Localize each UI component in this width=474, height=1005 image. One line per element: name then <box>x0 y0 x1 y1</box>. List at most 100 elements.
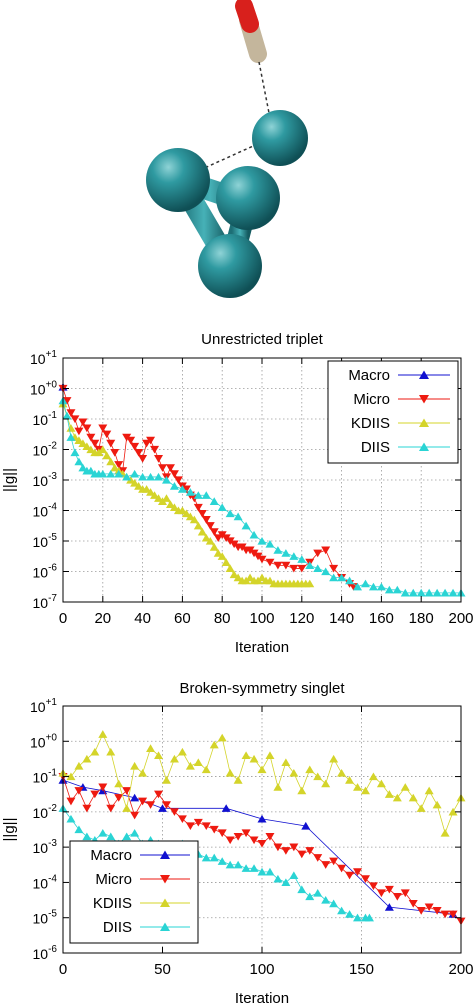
data-point <box>345 576 355 585</box>
data-point <box>161 494 171 502</box>
data-point <box>193 758 203 767</box>
data-point <box>90 439 100 448</box>
y-tick-label: 10-1 <box>33 768 58 786</box>
molecule-illustration <box>146 0 308 298</box>
data-point <box>177 815 187 823</box>
data-point <box>138 797 148 806</box>
data-point <box>70 415 80 424</box>
data-point <box>217 503 227 512</box>
x-tick-label: 50 <box>154 961 171 978</box>
y-tick-exponent: -6 <box>48 563 57 574</box>
data-point <box>289 871 299 879</box>
data-point <box>233 776 243 784</box>
data-point <box>424 588 434 597</box>
y-tick-exponent: -7 <box>48 593 57 604</box>
data-point <box>130 793 140 802</box>
y-tick-label: 10-5 <box>33 532 58 550</box>
data-point <box>66 797 76 806</box>
data-point <box>297 786 307 795</box>
data-point <box>193 491 203 499</box>
data-point <box>213 534 223 542</box>
y-tick-label: 10-4 <box>33 502 58 520</box>
data-point <box>86 433 96 442</box>
y-tick-exponent: -4 <box>48 502 57 513</box>
y-tick-base: 10 <box>33 770 49 786</box>
y-tick-base: 10 <box>30 351 46 367</box>
y-tick-label: 10-7 <box>33 593 58 611</box>
legend-label: Macro <box>348 367 390 384</box>
data-point <box>185 488 195 496</box>
data-point <box>392 585 402 594</box>
data-point <box>345 910 355 918</box>
data-point <box>281 758 291 767</box>
data-point <box>169 470 179 478</box>
data-point <box>249 530 259 539</box>
data-point <box>384 903 394 911</box>
data-point <box>82 754 92 763</box>
metal-atom-top <box>252 110 308 166</box>
chart-title: Broken-symmetry singlet <box>179 680 345 697</box>
data-point <box>408 900 418 908</box>
y-tick-exponent: +1 <box>46 697 58 708</box>
data-point <box>345 776 355 784</box>
x-tick-label: 200 <box>448 961 473 978</box>
data-point <box>400 889 410 898</box>
data-point <box>146 801 156 809</box>
data-point <box>66 772 76 781</box>
data-point <box>158 464 167 472</box>
data-point <box>122 472 132 481</box>
legend-marker <box>160 898 170 907</box>
data-point <box>221 804 231 812</box>
chart-unrestricted-triplet: Unrestricted triplet 0 20 40 60 80 100 120 140 16… <box>1 331 474 656</box>
data-point <box>62 411 72 420</box>
y-tick-label: 10-2 <box>33 803 58 821</box>
data-point <box>66 424 76 432</box>
data-point <box>62 397 72 405</box>
data-point <box>400 783 410 791</box>
data-point <box>257 536 267 545</box>
data-point <box>181 485 191 494</box>
data-point <box>201 853 211 862</box>
data-point <box>78 418 88 427</box>
y-tick-exponent: -1 <box>48 410 57 421</box>
data-point <box>154 494 164 502</box>
data-point <box>114 794 124 802</box>
data-point <box>130 811 140 820</box>
legend-label: Micro <box>95 871 132 888</box>
legend-label: Macro <box>90 847 132 864</box>
data-point <box>130 479 140 487</box>
data-point <box>305 579 315 588</box>
data-point <box>313 564 323 573</box>
x-tick-label: 100 <box>249 610 274 627</box>
y-tick-exponent: -2 <box>48 441 57 452</box>
data-point <box>305 892 315 901</box>
data-point <box>313 772 323 781</box>
y-tick-label: 10+1 <box>30 697 57 715</box>
y-tick-exponent: +0 <box>46 380 58 391</box>
data-point <box>448 807 458 816</box>
data-point <box>265 867 275 876</box>
data-point <box>74 761 84 770</box>
y-tick-label: 10-2 <box>33 441 58 459</box>
data-point <box>193 818 203 827</box>
data-point <box>241 864 251 872</box>
metal-atom-left <box>146 148 210 212</box>
data-point <box>360 786 370 795</box>
data-point <box>353 783 363 791</box>
data-point <box>130 761 140 770</box>
data-point <box>86 445 96 454</box>
data-point <box>281 549 291 557</box>
data-point <box>142 485 152 493</box>
data-point <box>408 588 418 597</box>
data-point <box>448 910 458 919</box>
data-point <box>229 570 239 579</box>
data-point <box>233 512 243 521</box>
data-point <box>146 436 156 445</box>
y-tick-exponent: -3 <box>48 838 57 849</box>
data-point <box>289 768 299 777</box>
data-point <box>106 804 116 813</box>
data-point <box>106 832 116 841</box>
data-point <box>360 579 370 588</box>
data-point <box>392 793 402 802</box>
y-tick-base: 10 <box>33 534 49 550</box>
